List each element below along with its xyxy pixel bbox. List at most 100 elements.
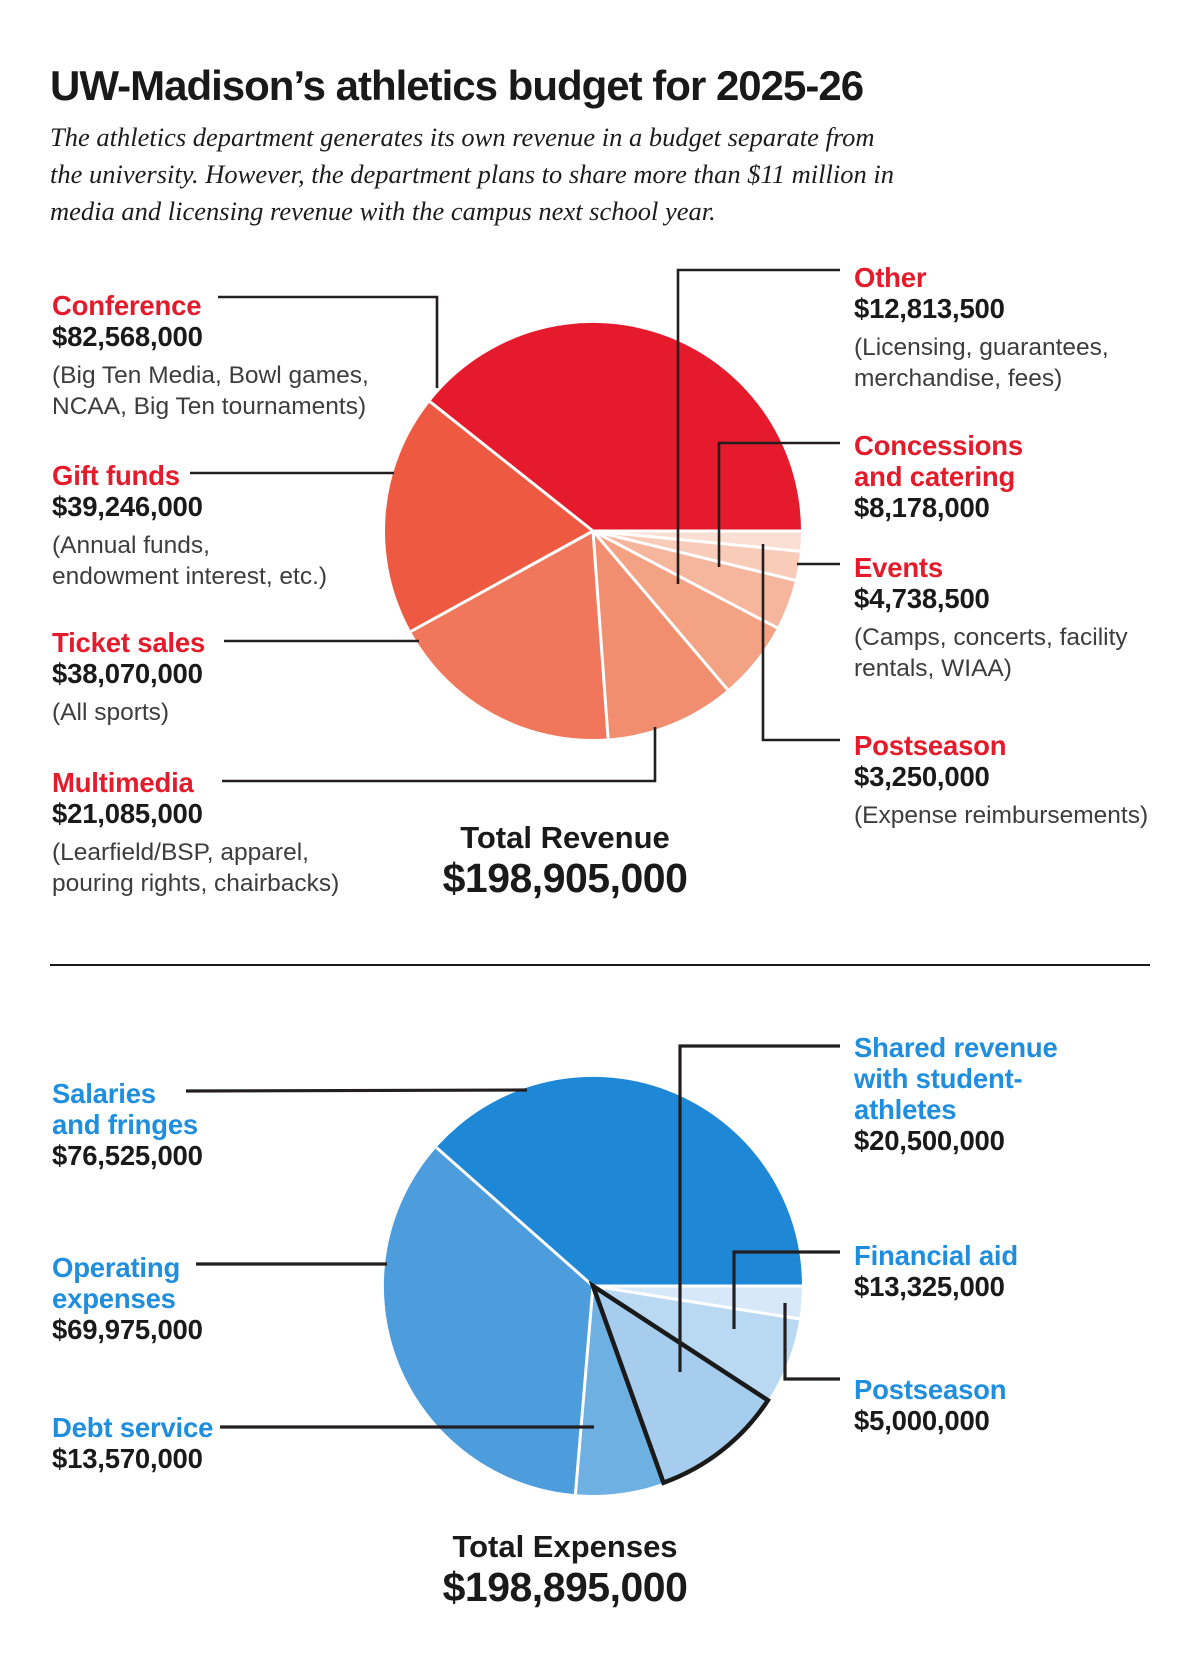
revenue-leader-multimedia [222, 727, 657, 783]
category-label: Concessions [854, 430, 1023, 461]
category-note-line: (Expense reimbursements) [854, 802, 1149, 829]
expenses-leader-postseason [783, 1303, 840, 1381]
category-value: $69,975,000 [52, 1314, 203, 1345]
revenue-label-concessions-and-catering: Concessions and catering $8,178,000 [854, 430, 1023, 523]
category-label: Shared revenue [854, 1032, 1058, 1063]
revenue-label-multimedia: Multimedia $21,085,000 (Learfield/BSP, app… [52, 767, 339, 899]
category-label: Salaries [52, 1078, 156, 1109]
slice-separator [592, 529, 801, 553]
category-label: Events [854, 552, 943, 583]
expenses-label-postseason: Postseason $5,000,000 [854, 1374, 1007, 1436]
subtitle-line: the university. However, the department … [50, 159, 894, 189]
slice-separator [573, 1285, 595, 1495]
category-label: Financial aid [854, 1240, 1018, 1271]
expenses-slice-outline-shared-revenue-with-student-athletes [588, 1280, 772, 1486]
expenses-label-debt-service: Debt service $13,570,000 [52, 1412, 213, 1474]
category-label: Gift funds [52, 460, 180, 491]
revenue-label-events: Events $4,738,500 (Camps, concerts, facili… [854, 552, 1128, 684]
expenses-leader-salaries-and-fringes [185, 1088, 528, 1093]
revenue-total: Total Revenue $198,905,000 [240, 820, 890, 900]
category-label: with student- [854, 1063, 1023, 1094]
slice-separator [435, 1146, 594, 1288]
category-label: expenses [52, 1283, 176, 1314]
category-label: Ticket sales [52, 627, 206, 658]
category-value: $39,246,000 [52, 491, 203, 522]
revenue-total-value: $198,905,000 [442, 855, 688, 901]
category-note-line: (Camps, concerts, facility [854, 624, 1128, 651]
category-note-line: endowment interest, etc.) [52, 563, 328, 590]
expenses-slice-operating-expenses [383, 1147, 593, 1495]
revenue-leader-postseason [761, 544, 840, 742]
slice-separator [591, 530, 729, 691]
category-note-line: (Big Ten Media, Bowl games, [52, 362, 369, 389]
revenue-pie [190, 268, 840, 783]
category-label: Multimedia [52, 767, 194, 798]
category-value: $13,325,000 [854, 1271, 1005, 1302]
category-value: $5,000,000 [854, 1405, 990, 1436]
expenses-total-value: $198,895,000 [442, 1564, 688, 1610]
category-note: (Annual funds, endowment interest, etc.) [52, 530, 327, 592]
revenue-leader-conference [218, 295, 439, 388]
revenue-slice-other [593, 531, 778, 690]
category-value: $82,568,000 [52, 321, 203, 352]
category-label: Debt service [52, 1412, 214, 1443]
subtitle-line: The athletics department generates its o… [50, 122, 875, 152]
expenses-slice-shared-revenue-with-student-athletes [593, 1286, 768, 1483]
category-label: Operating [52, 1252, 181, 1283]
category-label: and fringes [52, 1109, 199, 1140]
expenses-pie [185, 1044, 840, 1496]
expenses-label-shared-revenue-with-student-athletes: Shared revenue with student-athletes $20,5… [854, 1032, 1058, 1156]
category-label: athletes [854, 1094, 957, 1125]
slice-separator [410, 529, 594, 633]
category-value: $76,525,000 [52, 1140, 203, 1171]
category-label: Conference [52, 290, 202, 321]
category-label: Postseason [854, 1374, 1007, 1405]
expenses-slice-salaries-and-fringes [436, 1076, 802, 1286]
category-value: $20,500,000 [854, 1125, 1005, 1156]
category-note-line: pouring rights, chairbacks) [52, 870, 340, 897]
category-note: (Big Ten Media, Bowl games, NCAA, Big Ten… [52, 360, 369, 422]
expenses-label-salaries-and-fringes: Salaries and fringes $76,525,000 [52, 1078, 203, 1171]
category-note: (Camps, concerts, facility rentals, WIAA) [854, 622, 1128, 684]
category-note-line: NCAA, Big Ten tournaments) [52, 393, 367, 420]
category-note: (Expense reimbursements) [854, 800, 1148, 831]
category-value: $21,085,000 [52, 798, 203, 829]
category-note-line: (Annual funds, [52, 532, 210, 559]
category-label: Other [854, 262, 927, 293]
category-value: $38,070,000 [52, 658, 203, 689]
expenses-label-financial-aid: Financial aid $13,325,000 [854, 1240, 1018, 1302]
revenue-label-conference: Conference $82,568,000 (Big Ten Media, Bow… [52, 290, 369, 422]
category-value: $3,250,000 [854, 761, 990, 792]
category-value: $12,813,500 [854, 293, 1005, 324]
revenue-slice-ticket-sales [410, 531, 609, 740]
revenue-leader-other [676, 268, 840, 584]
category-note: (All sports) [52, 697, 205, 728]
category-note-line: merchandise, fees) [854, 365, 1063, 392]
category-note: (Learfield/BSP, apparel, pouring rights, … [52, 837, 339, 899]
category-note: (Licensing, guarantees, merchandise, fees… [854, 332, 1109, 394]
page-subtitle: The athletics department generates its o… [50, 119, 894, 230]
revenue-slice-gift-funds [385, 401, 593, 632]
revenue-slice-concessions-and-catering [593, 531, 796, 628]
revenue-slice-conference [430, 322, 801, 531]
category-value: $13,570,000 [52, 1443, 203, 1474]
category-note-line: rentals, WIAA) [854, 655, 1012, 682]
category-label: and catering [854, 461, 1016, 492]
slice-separator [592, 529, 778, 630]
expenses-leader-shared-revenue-with-student-athletes [678, 1044, 840, 1372]
expenses-total: Total Expenses $198,895,000 [240, 1529, 890, 1609]
revenue-slice-multimedia [593, 531, 728, 739]
revenue-label-gift-funds: Gift funds $39,246,000 (Annual funds, endow… [52, 460, 327, 592]
category-note-line: (Learfield/BSP, apparel, [52, 839, 309, 866]
category-note-line: (All sports) [52, 699, 170, 726]
revenue-label-postseason: Postseason $3,250,000 (Expense reimburseme… [854, 730, 1148, 831]
category-value: $4,738,500 [854, 583, 990, 614]
slice-separator [592, 1284, 800, 1321]
revenue-total-label: Total Revenue [460, 820, 670, 855]
expenses-leader-financial-aid [732, 1250, 840, 1329]
slice-separator [591, 530, 610, 739]
expenses-label-operating-expenses: Operating expenses $69,975,000 [52, 1252, 203, 1345]
expenses-slice-financial-aid [593, 1286, 800, 1401]
